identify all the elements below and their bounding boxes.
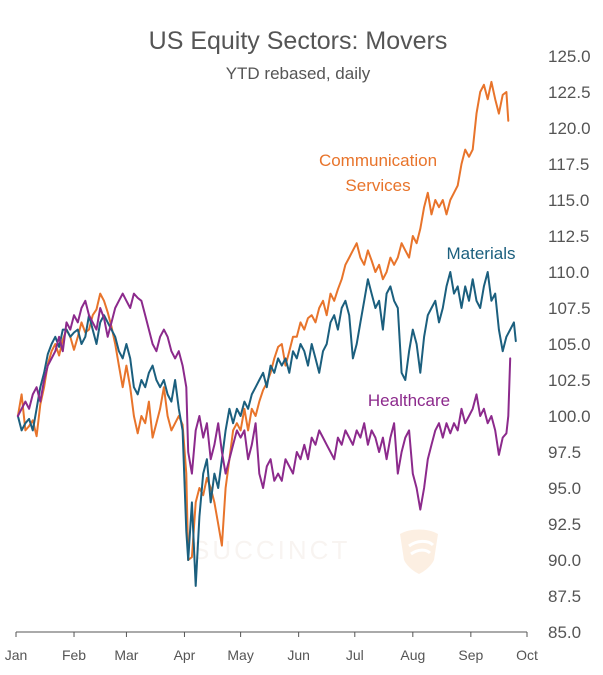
series-label-communication-services: Communication Services — [319, 151, 437, 195]
y-tick-label: 115.0 — [548, 191, 589, 210]
watermark-logo: SUCCINCT — [192, 529, 438, 574]
y-tick-label: 102.5 — [548, 371, 591, 390]
series-label-materials: Materials — [447, 244, 516, 263]
y-tick-label: 97.5 — [548, 443, 581, 462]
x-tick-label: May — [227, 647, 253, 663]
x-tick-label: Mar — [114, 647, 138, 663]
y-tick-label: 92.5 — [548, 515, 581, 534]
chart-subtitle: YTD rebased, daily — [226, 64, 371, 83]
watermark-shield-icon — [400, 529, 438, 574]
x-tick-label: Jun — [287, 647, 310, 663]
x-axis: Jan Feb Mar Apr May Jun Jul Aug Sep Oct — [5, 631, 538, 663]
y-tick-label: 122.5 — [548, 83, 591, 102]
series-line-materials — [16, 271, 517, 587]
series-labels: Communication Services Materials Healthcare — [319, 151, 516, 410]
series-label-line: Healthcare — [368, 391, 450, 410]
y-tick-label: 105.0 — [548, 335, 591, 354]
chart-title: US Equity Sectors: Movers — [149, 27, 448, 55]
y-tick-label: 110.0 — [548, 263, 589, 282]
y-tick-label: 107.5 — [548, 299, 591, 318]
x-tick-label: Jan — [5, 647, 28, 663]
x-tick-label: Aug — [400, 647, 425, 663]
x-tick-label: Sep — [458, 647, 483, 663]
y-tick-label: 120.0 — [548, 119, 591, 138]
x-tick-label: Apr — [174, 647, 196, 663]
series-label-healthcare: Healthcare — [368, 391, 450, 410]
y-tick-label: 95.0 — [548, 479, 581, 498]
series-label-line: Services — [345, 176, 410, 195]
y-axis: 125.0 122.5 120.0 117.5 115.0 112.5 110.0 107.5… — [548, 47, 591, 642]
y-tick-label: 125.0 — [548, 47, 591, 66]
x-tick-label: Oct — [516, 647, 538, 663]
y-tick-label: 112.5 — [548, 227, 589, 246]
y-tick-label: 117.5 — [548, 155, 589, 174]
y-tick-label: 100.0 — [548, 407, 591, 426]
series-line-communication-services — [16, 80, 510, 561]
y-tick-label: 90.0 — [548, 551, 581, 570]
series-label-line: Communication — [319, 151, 437, 170]
x-tick-label: Jul — [346, 647, 364, 663]
x-tick-label: Feb — [62, 647, 86, 663]
series-line-healthcare — [16, 292, 512, 511]
series-group — [16, 80, 517, 587]
y-tick-label: 85.0 — [548, 623, 581, 642]
y-tick-label: 87.5 — [548, 587, 581, 606]
watermark-text: SUCCINCT — [192, 535, 350, 565]
series-label-line: Materials — [447, 244, 516, 263]
